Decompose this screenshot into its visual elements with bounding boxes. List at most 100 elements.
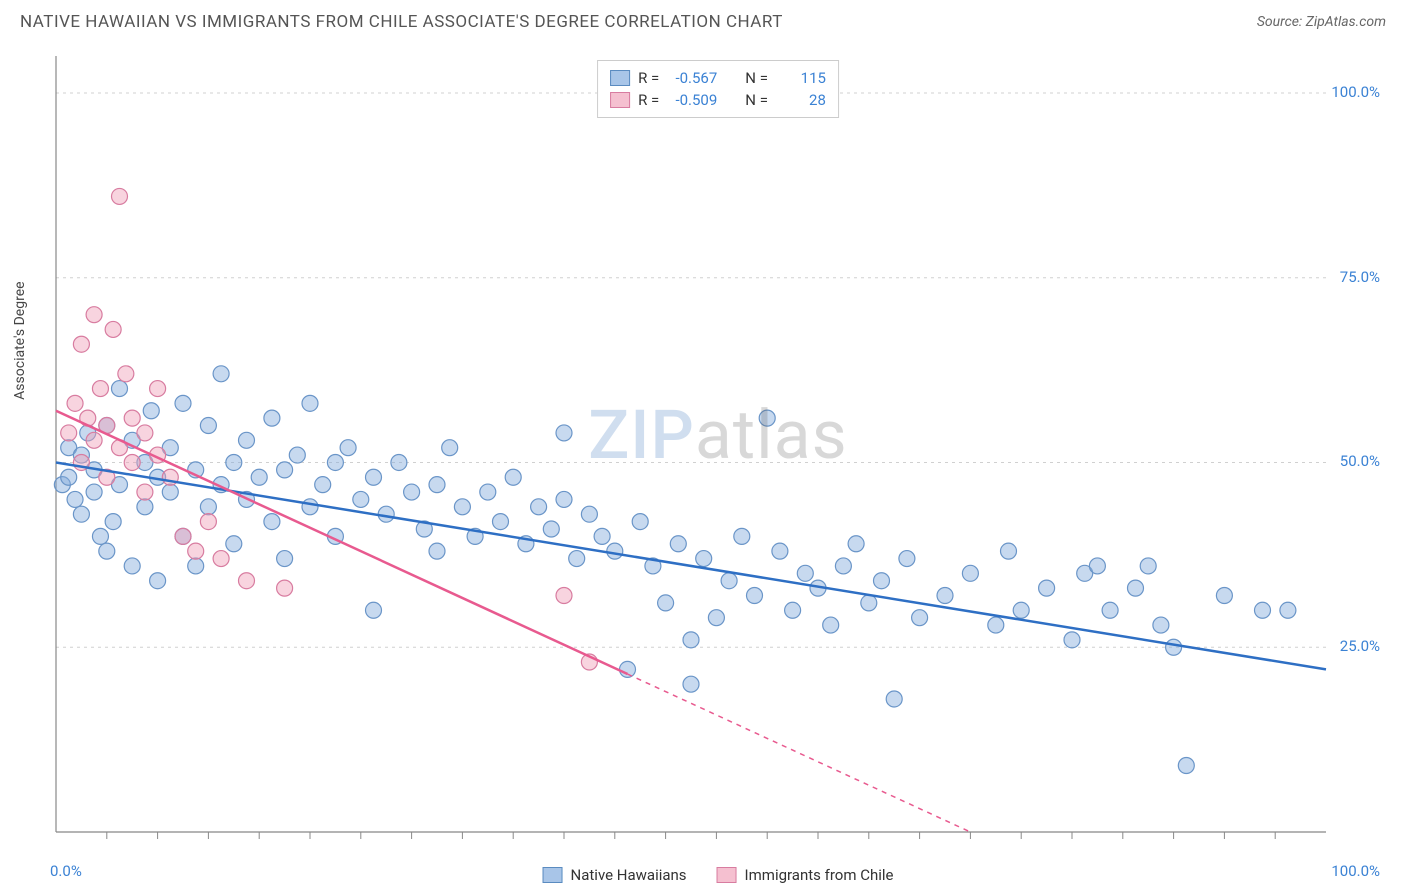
data-point [962,565,978,581]
legend-swatch [610,92,630,108]
r-value: -0.509 [667,91,717,109]
data-point [251,469,267,485]
legend-swatch [610,70,630,86]
data-point [721,573,737,589]
data-point [67,491,83,507]
data-point [759,410,775,426]
data-point [607,543,623,559]
legend-item: Native Hawaiians [543,866,687,884]
data-point [1153,617,1169,633]
x-tick-label: 0.0% [50,862,82,880]
data-point [99,543,115,559]
data-point [581,506,597,522]
legend-item: Immigrants from Chile [717,866,894,884]
data-point [1089,558,1105,574]
n-label: N = [745,69,768,87]
data-point [683,676,699,692]
data-point [226,536,242,552]
data-point [137,425,153,441]
legend-row: R = -0.509 N = 28 [610,89,826,111]
legend-row: R = -0.567 N = 115 [610,67,826,89]
data-point [61,469,77,485]
data-point [632,514,648,530]
data-point [683,632,699,648]
data-point [912,610,928,626]
data-point [302,499,318,515]
data-point [594,528,610,544]
series-name: Immigrants from Chile [745,866,894,884]
data-point [747,588,763,604]
data-point [1178,757,1194,773]
data-point [797,565,813,581]
x-tick-label: 100.0% [1331,862,1380,880]
data-point [239,573,255,589]
series-name: Native Hawaiians [571,866,687,884]
y-tick-label: 100.0% [1331,83,1380,101]
data-point [442,440,458,456]
n-value: 115 [776,69,826,87]
data-point [886,691,902,707]
data-point [137,484,153,500]
data-point [137,499,153,515]
data-point [708,610,724,626]
data-point [861,595,877,611]
data-point [86,484,102,500]
data-point [531,499,547,515]
data-point [61,425,77,441]
data-point [92,528,108,544]
r-label: R = [638,69,659,87]
data-point [264,514,280,530]
data-point [112,381,128,397]
data-point [73,506,89,522]
data-point [670,536,686,552]
data-point [340,440,356,456]
data-point [277,580,293,596]
series-legend: Native Hawaiians Immigrants from Chile [543,866,894,884]
data-point [277,462,293,478]
data-point [112,188,128,204]
data-point [86,432,102,448]
chart-title: NATIVE HAWAIIAN VS IMMIGRANTS FROM CHILE… [20,12,783,32]
data-point [848,536,864,552]
data-point [454,499,470,515]
legend-swatch [543,867,563,883]
data-point [937,588,953,604]
data-point [353,491,369,507]
data-point [143,403,159,419]
data-point [391,454,407,470]
data-point [315,477,331,493]
data-point [188,558,204,574]
data-point [1280,602,1296,618]
legend-swatch [717,867,737,883]
data-point [213,366,229,382]
scatter-plot [50,50,1386,852]
data-point [86,307,102,323]
data-point [200,418,216,434]
data-point [620,661,636,677]
data-point [105,514,121,530]
trend-line-extrapolated [628,674,971,832]
data-point [505,469,521,485]
data-point [785,602,801,618]
data-point [429,543,445,559]
source-attribution: Source: ZipAtlas.com [1257,14,1386,30]
data-point [429,477,445,493]
data-point [150,573,166,589]
chart-container: Associate's Degree ZIPatlas R = -0.567 N… [50,50,1386,852]
data-point [1128,580,1144,596]
r-label: R = [638,91,659,109]
data-point [696,551,712,567]
data-point [404,484,420,500]
data-point [835,558,851,574]
data-point [1001,543,1017,559]
data-point [124,410,140,426]
data-point [327,454,343,470]
data-point [200,499,216,515]
data-point [988,617,1004,633]
data-point [188,543,204,559]
data-point [73,336,89,352]
data-point [874,573,890,589]
data-point [302,395,318,411]
data-point [480,484,496,500]
data-point [1216,588,1232,604]
